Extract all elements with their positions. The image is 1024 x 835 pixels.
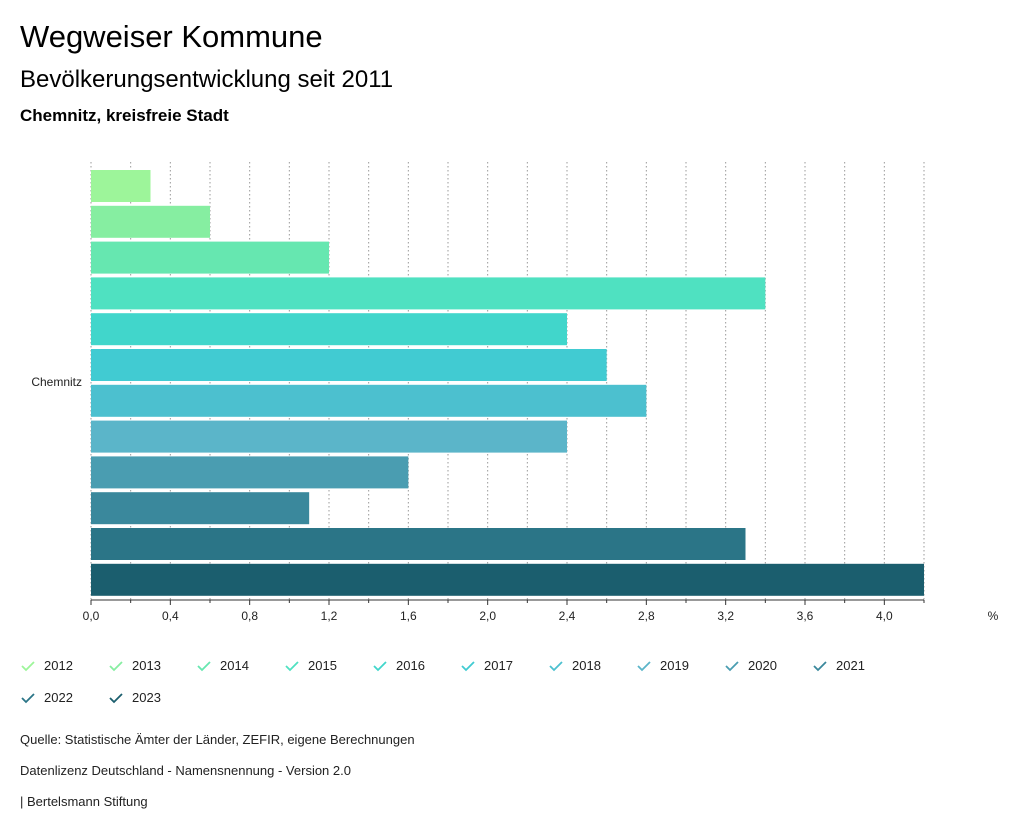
bar-2022 <box>91 528 746 560</box>
legend-item-2019[interactable]: 2019 <box>636 658 689 673</box>
license-note: Datenlizenz Deutschland - Namensnennung … <box>20 763 351 778</box>
x-tick-label: 2,8 <box>638 609 655 623</box>
legend-item-2014[interactable]: 2014 <box>196 658 249 673</box>
legend-item-2013[interactable]: 2013 <box>108 658 161 673</box>
bar-2023 <box>91 563 924 596</box>
legend-item-2023[interactable]: 2023 <box>108 690 161 705</box>
legend-label: 2020 <box>748 658 777 673</box>
bar-2016 <box>91 313 567 346</box>
bar-2019 <box>91 420 567 453</box>
checkmark-icon <box>21 692 35 703</box>
x-tick-label: 0,8 <box>241 609 258 623</box>
checkmark-icon <box>197 660 211 671</box>
publisher-note: | Bertelsmann Stiftung <box>20 794 148 809</box>
legend-item-2017[interactable]: 2017 <box>460 658 513 673</box>
x-tick-label: 0,0 <box>83 609 100 623</box>
checkmark-icon <box>373 660 387 671</box>
checkmark-icon <box>637 660 651 671</box>
x-tick-label: 1,6 <box>400 609 417 623</box>
legend-label: 2018 <box>572 658 601 673</box>
bar-chart: 0,0 0,4 0,8 1,2 1,6 2,0 2,4 2,8 3,2 3,6 4,0 % Chemni… <box>31 162 999 623</box>
x-unit-label: % <box>988 609 999 623</box>
checkmark-icon <box>285 660 299 671</box>
legend-label: 2023 <box>132 690 161 705</box>
category-label: Chemnitz <box>31 375 82 389</box>
checkmark-icon <box>109 692 123 703</box>
bar-2012 <box>91 170 151 202</box>
page-title: Wegweiser Kommune <box>20 19 323 54</box>
bar-2018 <box>91 384 647 417</box>
legend-label: 2014 <box>220 658 249 673</box>
region-label: Chemnitz, kreisfreie Stadt <box>20 106 229 125</box>
checkmark-icon <box>813 660 827 671</box>
legend-item-2018[interactable]: 2018 <box>548 658 601 673</box>
legend-label: 2015 <box>308 658 337 673</box>
x-tick-label: 3,6 <box>797 609 814 623</box>
legend-label: 2016 <box>396 658 425 673</box>
x-tick-label: 1,2 <box>321 609 338 623</box>
legend-label: 2017 <box>484 658 513 673</box>
legend-label: 2019 <box>660 658 689 673</box>
chart-subtitle: Bevölkerungsentwicklung seit 2011 <box>20 66 394 93</box>
x-tick-label: 2,0 <box>479 609 496 623</box>
legend-label: 2012 <box>44 658 73 673</box>
legend-item-2012[interactable]: 2012 <box>20 658 73 673</box>
legend-item-2020[interactable]: 2020 <box>724 658 777 673</box>
x-tick-label: 3,2 <box>717 609 734 623</box>
bar-2013 <box>91 205 210 238</box>
x-tick-label: 2,4 <box>559 609 576 623</box>
legend-label: 2021 <box>836 658 865 673</box>
bar-2020 <box>91 456 409 489</box>
legend-item-2015[interactable]: 2015 <box>284 658 337 673</box>
bar-2015 <box>91 277 766 310</box>
legend-label: 2013 <box>132 658 161 673</box>
bar-2017 <box>91 349 607 381</box>
legend-label: 2022 <box>44 690 73 705</box>
x-tick-label: 0,4 <box>162 609 179 623</box>
legend-item-2016[interactable]: 2016 <box>372 658 425 673</box>
checkmark-icon <box>725 660 739 671</box>
checkmark-icon <box>549 660 563 671</box>
x-tick-label: 4,0 <box>876 609 893 623</box>
checkmark-icon <box>109 660 123 671</box>
bar-2021 <box>91 492 310 525</box>
legend-item-2022[interactable]: 2022 <box>20 690 73 705</box>
legend-item-2021[interactable]: 2021 <box>812 658 865 673</box>
bar-2014 <box>91 241 329 274</box>
checkmark-icon <box>21 660 35 671</box>
checkmark-icon <box>461 660 475 671</box>
source-note: Quelle: Statistische Ämter der Länder, Z… <box>20 732 415 747</box>
